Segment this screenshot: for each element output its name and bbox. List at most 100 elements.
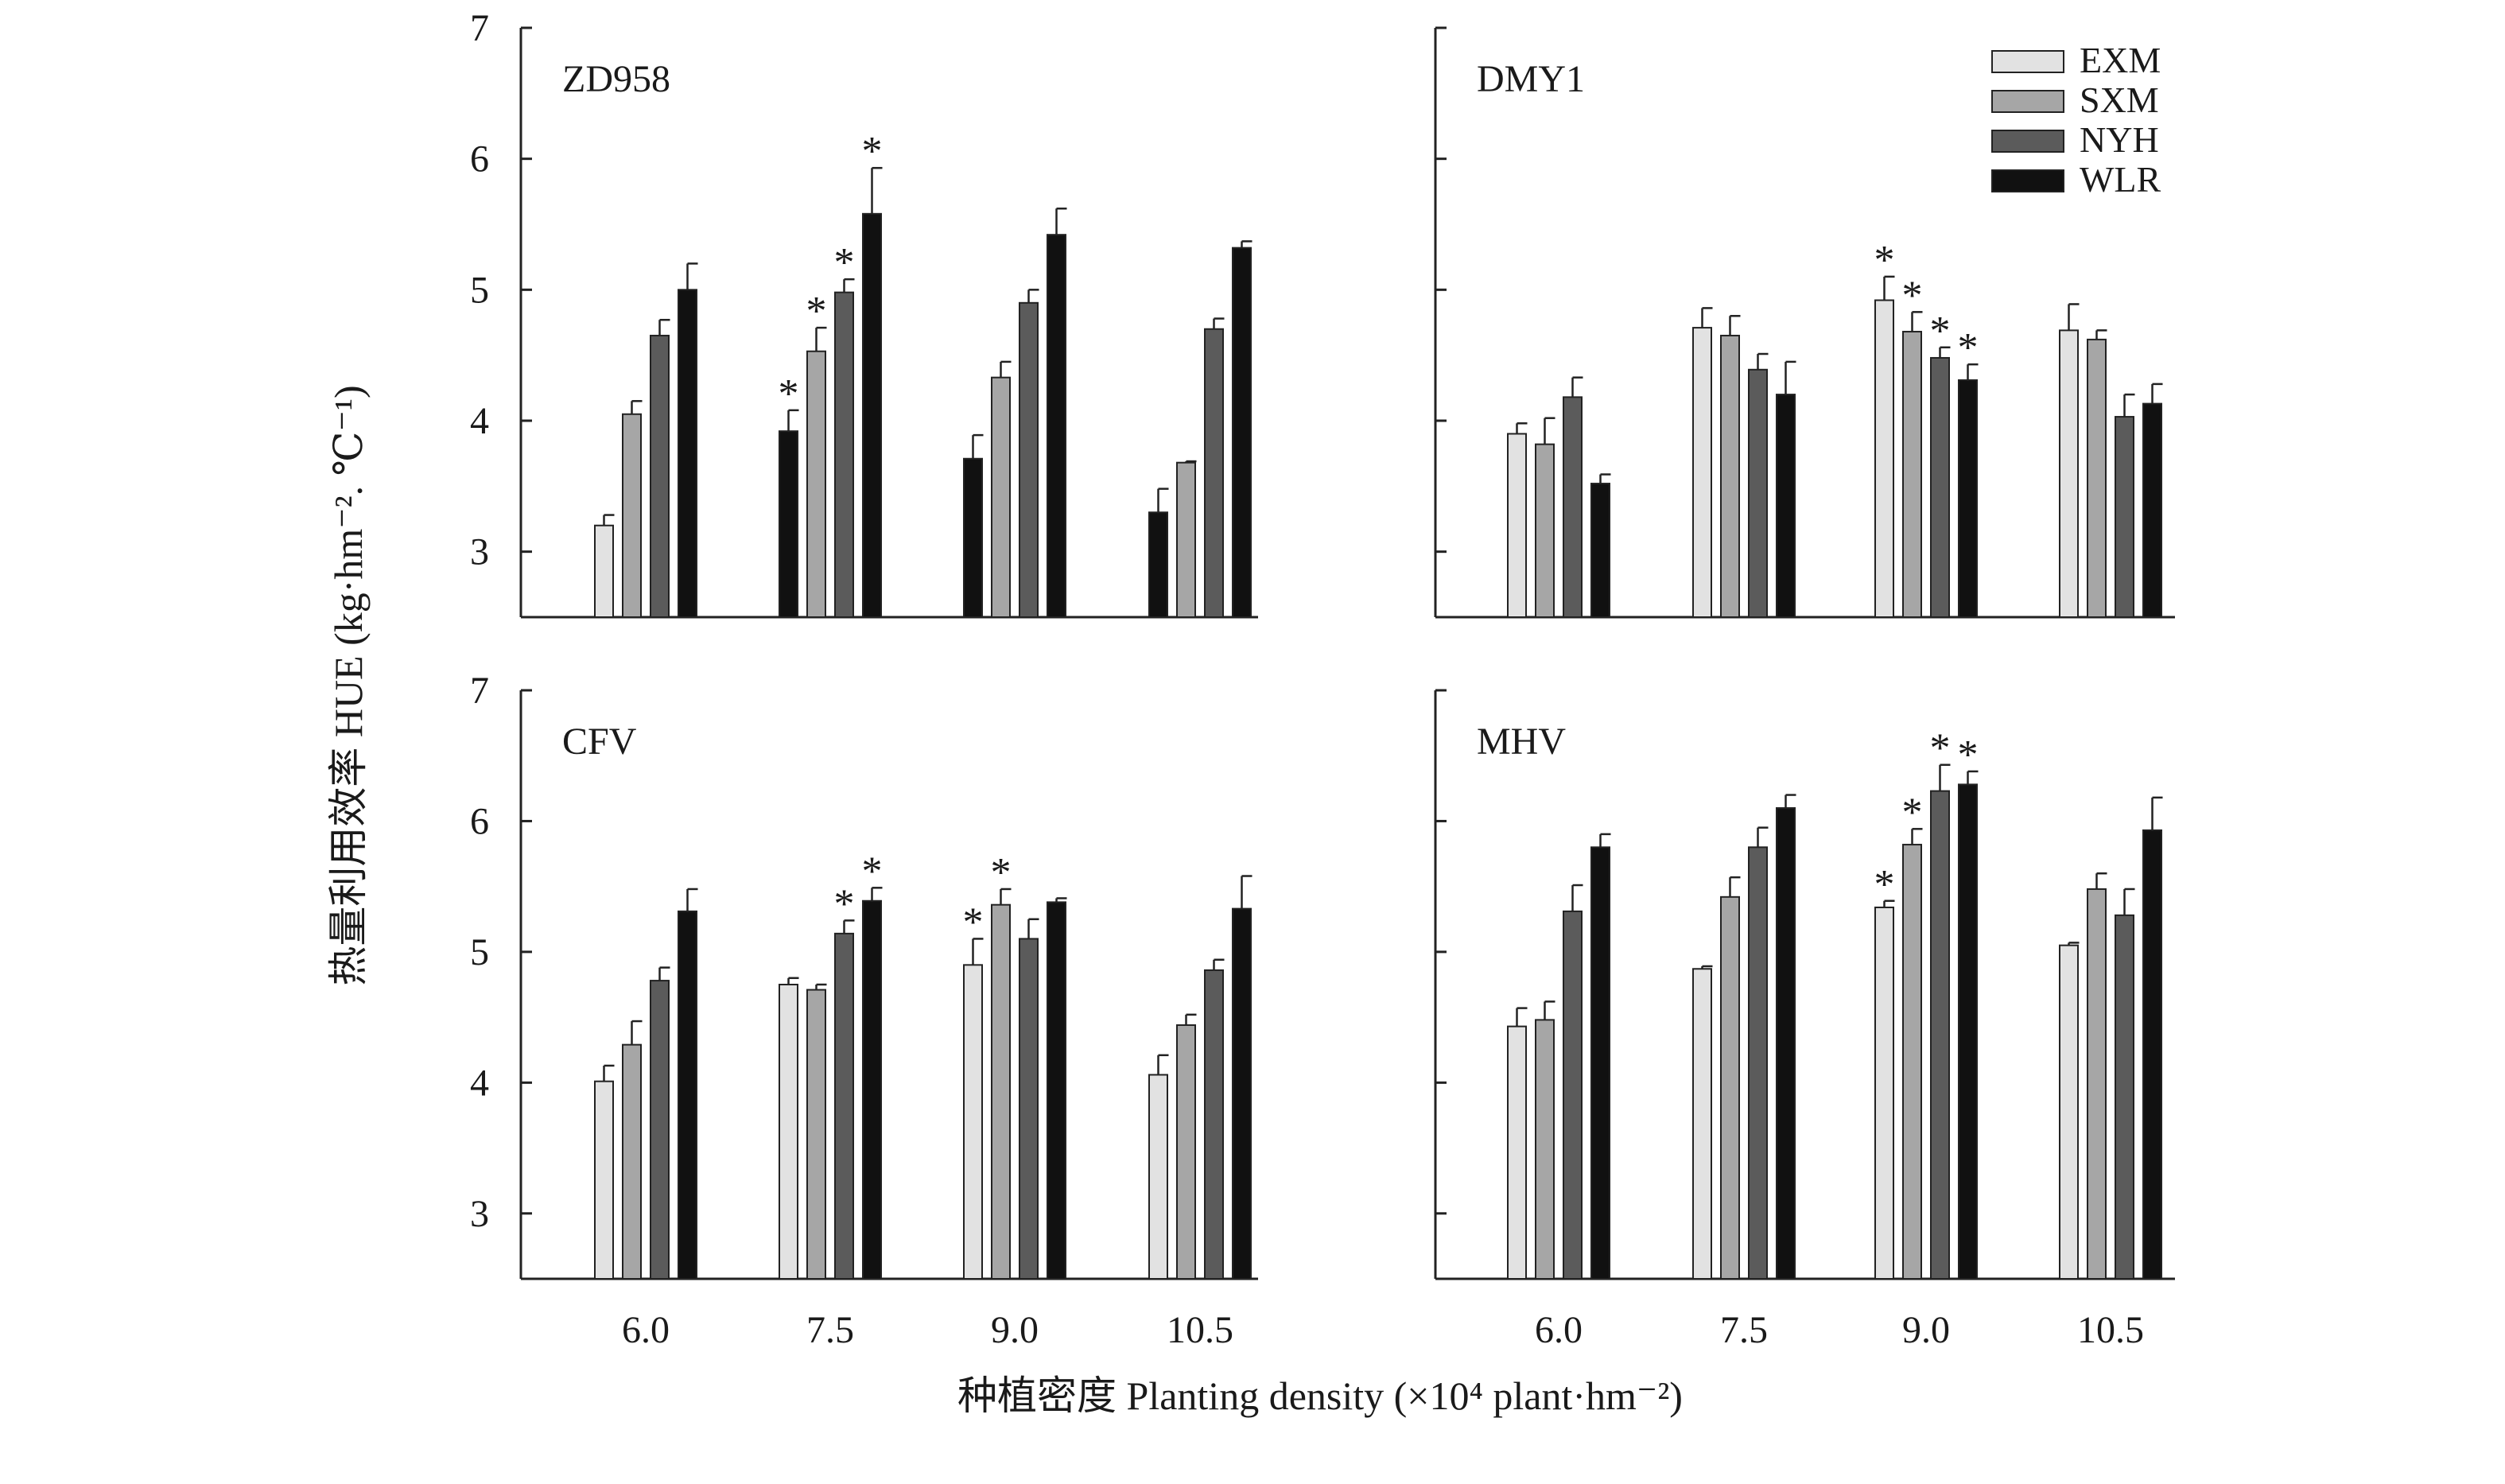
bar-sxm — [2087, 338, 2107, 618]
bar-wlr — [1232, 907, 1252, 1280]
significance-marker: * — [862, 849, 883, 894]
significance-marker: * — [1874, 862, 1895, 907]
significance-marker: * — [1874, 238, 1895, 283]
y-tick-label: 3 — [470, 531, 489, 573]
bar-exm — [594, 524, 614, 619]
bar-extra — [1148, 511, 1168, 618]
panel-title: CFV — [562, 721, 637, 763]
bar-wlr — [678, 910, 697, 1280]
bar-sxm — [1176, 461, 1196, 619]
bar-exm — [1507, 433, 1527, 619]
bar-wlr — [1590, 483, 1610, 618]
bar-nyh — [1748, 846, 1768, 1280]
bar-nyh — [1930, 356, 1950, 618]
legend-label-wlr: WLR — [2080, 159, 2161, 200]
significance-marker: * — [1930, 726, 1951, 771]
bar-wlr — [2142, 829, 2162, 1280]
significance-marker: * — [1958, 325, 1979, 371]
significance-marker: * — [1958, 732, 1979, 778]
significance-marker: * — [834, 881, 855, 927]
y-tick-label: 5 — [470, 931, 489, 973]
significance-marker: * — [806, 289, 827, 334]
bar-exm — [1874, 906, 1894, 1280]
bar-exm — [779, 984, 798, 1280]
bar-nyh — [1930, 790, 1950, 1280]
bar-nyh — [1204, 969, 1224, 1280]
bar-nyh — [1019, 301, 1039, 618]
y-tick-label: 6 — [470, 138, 489, 181]
bar-sxm — [991, 903, 1011, 1280]
bar-wlr — [1590, 846, 1610, 1280]
y-tick-label: 4 — [470, 1062, 489, 1104]
bar-wlr — [1776, 394, 1796, 618]
bar-wlr — [862, 899, 882, 1280]
bar-sxm — [1535, 1019, 1555, 1280]
bar-wlr — [1232, 247, 1252, 618]
y-tick-label: 3 — [470, 1193, 489, 1235]
bar-wlr — [1776, 807, 1796, 1280]
bar-exm — [594, 1080, 614, 1280]
significance-marker: * — [1930, 309, 1951, 354]
x-tick-label: 10.5 — [1167, 1309, 1233, 1351]
x-tick-label: 9.0 — [991, 1309, 1039, 1351]
bar-wlr — [1958, 379, 1978, 618]
bar-nyh — [1563, 396, 1583, 618]
bar-nyh — [650, 334, 670, 618]
bar-exm — [2059, 329, 2079, 618]
bar-sxm — [622, 1043, 642, 1280]
panel-title: ZD958 — [562, 58, 670, 100]
x-tick-label: 6.0 — [1535, 1309, 1583, 1351]
bar-wlr — [678, 289, 697, 618]
y-tick-label: 5 — [470, 269, 489, 311]
significance-marker: * — [834, 240, 855, 286]
bar-sxm — [2087, 888, 2107, 1280]
panel-title: MHV — [1477, 721, 1566, 763]
bar-exm — [963, 964, 983, 1280]
significance-marker: * — [991, 850, 1012, 895]
bar-nyh — [1204, 328, 1224, 618]
significance-marker: * — [1902, 273, 1923, 318]
bar-exm — [1148, 1074, 1168, 1280]
bar-sxm — [1720, 895, 1740, 1280]
panel-dmy1: DMY1*** * — [1434, 26, 2175, 619]
bar-sxm — [1176, 1024, 1196, 1280]
bar-exm — [1507, 1025, 1527, 1280]
bar-sxm — [806, 350, 826, 618]
y-tick-label: 4 — [470, 400, 489, 442]
bar-exm — [1692, 968, 1712, 1280]
bar-extra — [779, 430, 798, 618]
bar-sxm — [991, 376, 1011, 618]
bar-nyh — [2115, 416, 2134, 618]
significance-marker: * — [779, 371, 799, 417]
bar-wlr — [1047, 901, 1066, 1280]
bar-nyh — [650, 980, 670, 1280]
legend-label-exm: EXM — [2080, 40, 2161, 80]
legend-label-sxm: SXM — [2080, 80, 2159, 120]
bar-wlr — [2142, 402, 2162, 618]
legend-label-nyh: NYH — [2080, 119, 2159, 160]
bar-sxm — [1535, 443, 1555, 619]
legend-swatch-exm — [1991, 50, 2064, 73]
bar-nyh — [1748, 368, 1768, 618]
bar-nyh — [2115, 914, 2134, 1280]
bar-sxm — [1902, 331, 1922, 618]
bar-wlr — [862, 212, 882, 618]
significance-marker: * — [862, 129, 883, 174]
bar-nyh — [834, 291, 854, 618]
bar-exm — [2059, 944, 2079, 1280]
x-tick-label: 7.5 — [1720, 1309, 1768, 1351]
bar-sxm — [1902, 844, 1922, 1280]
panel-title: DMY1 — [1477, 58, 1585, 100]
legend-swatch-wlr — [1991, 169, 2064, 192]
bar-nyh — [1563, 910, 1583, 1280]
bar-sxm — [1720, 334, 1740, 618]
x-tick-label: 10.5 — [2077, 1309, 2144, 1351]
y-tick-label: 7 — [470, 670, 489, 712]
y-tick-label: 7 — [470, 7, 489, 49]
